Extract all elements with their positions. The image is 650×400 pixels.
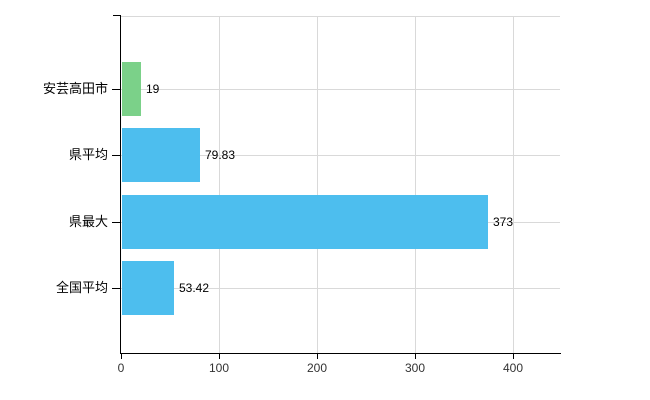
bar-value-label: 19: [146, 82, 160, 96]
bar-1: [122, 62, 141, 116]
bar-value-label: 79.83: [205, 148, 236, 162]
gridline-horizontal: [121, 288, 560, 289]
x-axis-tick: [415, 354, 416, 359]
bar-2: [122, 128, 200, 182]
x-axis-line: [120, 353, 561, 354]
x-axis-tick-label: 200: [306, 361, 328, 375]
x-axis-tick: [513, 354, 514, 359]
gridline-vertical: [219, 17, 220, 353]
bar-3: [122, 195, 488, 249]
category-label: 県最大: [68, 214, 108, 229]
gridline-vertical: [513, 17, 514, 353]
plot-top-border: [121, 16, 560, 17]
x-axis-tick: [121, 354, 122, 359]
x-axis-tick-label: 0: [117, 361, 125, 375]
x-axis-tick: [219, 354, 220, 359]
y-axis-tick: [112, 155, 120, 156]
gridline-horizontal: [121, 89, 560, 90]
bar-value-label: 53.42: [179, 281, 210, 295]
y-axis-tick: [112, 89, 120, 90]
gridline-vertical: [415, 17, 416, 353]
category-label: 安芸高田市: [42, 81, 108, 96]
category-label: 県平均: [68, 147, 108, 162]
y-axis-top-tick: [113, 15, 121, 16]
x-axis-tick-label: 300: [404, 361, 426, 375]
y-axis-tick: [112, 288, 120, 289]
category-label: 全国平均: [55, 280, 108, 295]
y-axis-tick: [112, 222, 120, 223]
gridline-horizontal: [121, 155, 560, 156]
gridline-vertical: [317, 17, 318, 353]
y-axis-line: [120, 15, 121, 354]
bar-value-label: 373: [493, 215, 514, 229]
x-axis-tick-label: 400: [502, 361, 524, 375]
x-axis-tick: [317, 354, 318, 359]
x-axis-tick-label: 100: [208, 361, 230, 375]
bar-4: [122, 261, 174, 315]
